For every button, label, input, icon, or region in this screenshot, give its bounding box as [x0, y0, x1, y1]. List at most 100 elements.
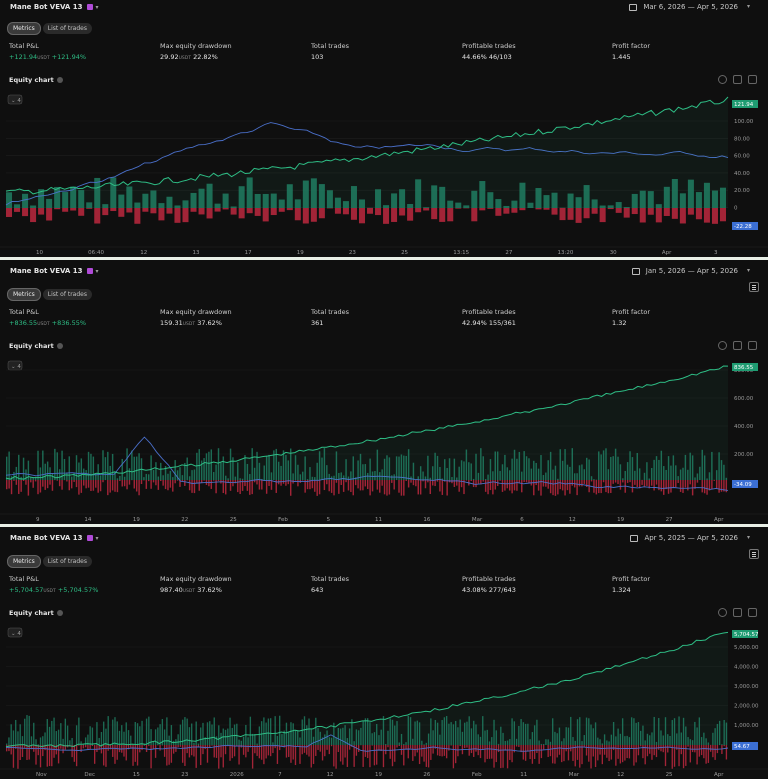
profit-bar [399, 189, 406, 208]
loss-bar [224, 745, 227, 755]
bot-selector[interactable]: Mane Bot VEVA 13 ▾ [10, 534, 99, 542]
loss-bar [357, 480, 359, 489]
profit-bar [556, 733, 558, 745]
x-tick-label: 9 [36, 517, 40, 523]
loss-bar [599, 208, 606, 223]
x-tick-label: 12 [140, 250, 147, 256]
profit-bar [489, 459, 492, 480]
profit-bar [380, 729, 382, 745]
tab-list-of-trades[interactable]: List of trades [42, 23, 92, 34]
loss-bar [62, 745, 64, 754]
loss-bar [222, 208, 229, 210]
loss-bar [261, 480, 263, 490]
loss-bar [352, 480, 355, 496]
bot-selector[interactable]: Mane Bot VEVA 13 ▾ [10, 267, 99, 275]
date-range-picker[interactable]: Jan 5, 2026 — Apr 5, 2026 [631, 267, 738, 275]
profit-bar [89, 726, 91, 745]
profit-bar [69, 740, 71, 745]
profit-bar [102, 204, 109, 208]
loss-bar [400, 480, 403, 496]
profit-bar [429, 477, 432, 480]
loss-bar [152, 745, 155, 749]
loss-bar [123, 480, 126, 487]
help-icon[interactable] [56, 343, 63, 349]
settings-icon[interactable] [718, 75, 727, 84]
profit-bar [8, 451, 10, 480]
profit-bar [576, 719, 579, 745]
profit-bar [277, 461, 280, 480]
chevron-down-icon[interactable]: ▾ [746, 534, 750, 541]
camera-icon[interactable] [733, 341, 742, 350]
loss-bar [42, 480, 44, 487]
y-tick-label: 200.00 [734, 452, 754, 458]
loss-bar [624, 745, 626, 761]
profit-bar [672, 455, 675, 480]
loss-bar [174, 480, 176, 484]
loss-bar [80, 480, 83, 493]
profit-bar [417, 476, 419, 480]
loss-bar [473, 745, 475, 757]
profit-bar [6, 456, 8, 480]
x-tick-label: Feb [278, 517, 288, 523]
settings-icon[interactable] [718, 608, 727, 617]
profit-bar [256, 451, 258, 480]
profit-bar [184, 717, 186, 745]
fullscreen-icon[interactable] [748, 75, 757, 84]
profit-bar [676, 733, 678, 745]
bot-selector[interactable]: Mane Bot VEVA 13 ▾ [10, 3, 99, 11]
loss-bar [513, 745, 516, 753]
help-icon[interactable] [56, 77, 63, 83]
loss-bar [695, 208, 702, 220]
equity-chart[interactable]: ⌄ 45,000.004,000.003,000.002,000.001,000… [0, 625, 768, 779]
loss-bar [434, 480, 436, 487]
metric-value: 155/361 [488, 319, 516, 327]
profit-bar [403, 455, 405, 480]
settings-icon[interactable] [718, 341, 727, 350]
loss-bar [644, 745, 646, 765]
profit-bar [503, 205, 510, 208]
loss-bar [222, 745, 224, 768]
metric-unit: USDT [178, 56, 191, 61]
menu-icon[interactable] [749, 282, 759, 292]
date-range-picker[interactable]: Mar 6, 2026 — Apr 5, 2026 [629, 3, 738, 11]
menu-icon[interactable] [749, 549, 759, 559]
camera-icon[interactable] [733, 608, 742, 617]
loss-bar [21, 745, 24, 757]
profit-bar [671, 178, 678, 208]
y-tick-label: 3,000.00 [734, 684, 759, 690]
loss-bar [301, 745, 303, 755]
chevron-down-icon[interactable]: ▾ [746, 267, 750, 274]
fullscreen-icon[interactable] [748, 341, 757, 350]
tab-list-of-trades[interactable]: List of trades [42, 556, 92, 567]
profit-bar [90, 453, 92, 480]
loss-bar [382, 745, 385, 768]
x-tick-label: 10 [36, 250, 43, 256]
loss-bar [367, 480, 369, 490]
fullscreen-icon[interactable] [748, 608, 757, 617]
chevron-down-icon[interactable]: ▾ [746, 3, 750, 10]
profit-bar [188, 476, 191, 480]
loss-bar [241, 480, 244, 491]
loss-bar [561, 745, 563, 763]
help-icon[interactable] [56, 610, 63, 616]
profit-bar [636, 452, 638, 480]
date-range-picker[interactable]: Apr 5, 2025 — Apr 5, 2026 [630, 534, 738, 542]
equity-chart[interactable]: ⌄ 4800.00600.00400.00200.00914192225Feb5… [0, 358, 768, 524]
camera-icon[interactable] [733, 75, 742, 84]
loss-bar [166, 208, 173, 214]
tab-metrics[interactable]: Metrics [7, 555, 41, 568]
tab-metrics[interactable]: Metrics [7, 22, 41, 35]
x-tick-label: 19 [375, 772, 382, 778]
profit-bar [301, 719, 303, 745]
loss-bar [547, 480, 549, 489]
loss-bar [708, 480, 711, 491]
loss-bar [650, 480, 653, 486]
tab-list-of-trades[interactable]: List of trades [42, 289, 92, 300]
metric-percent: 37.62% [197, 586, 222, 594]
loss-bar [102, 208, 109, 216]
profit-bar [186, 718, 188, 745]
tab-metrics[interactable]: Metrics [7, 288, 41, 301]
profit-bar [256, 743, 258, 745]
loss-bar [237, 480, 239, 493]
